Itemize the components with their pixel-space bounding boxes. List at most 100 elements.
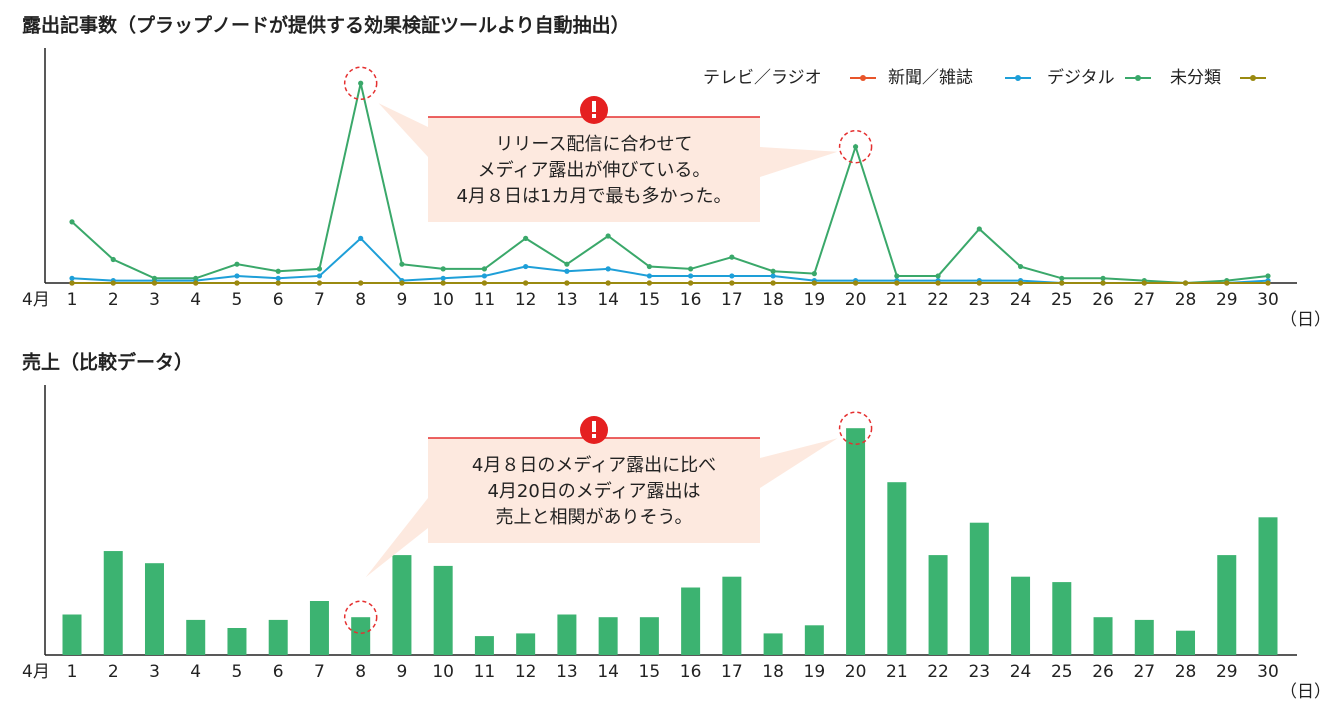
bar [1217,555,1237,655]
x-tick-label: 9 [397,290,408,310]
x-tick-label: 13 [556,290,578,310]
point [1017,263,1024,270]
bar [103,551,123,655]
callout-pointer [760,147,838,177]
x-tick-label: 18 [762,662,784,682]
callout-box [428,117,760,222]
point [729,273,735,279]
point [481,266,488,272]
x-tick-label: 17 [721,662,743,682]
x-tick-label: 7 [314,290,325,310]
bar [186,619,206,655]
x-tick-label: 24 [1010,290,1032,310]
point [688,266,694,272]
point [69,275,75,281]
bar [144,563,164,655]
point [1265,273,1271,279]
x-tick-label: 18 [762,290,784,310]
point [234,261,240,267]
point [316,266,323,272]
legend-label: 新聞／雑誌 [888,68,973,88]
x-tick-label: 17 [721,290,743,310]
alert-mark [592,421,596,432]
point [646,263,652,270]
point [935,273,941,279]
point [688,280,694,286]
bar [309,601,329,655]
bar [1093,617,1113,655]
point [151,280,158,286]
bar [557,614,577,655]
point [399,280,405,286]
point [440,266,446,272]
point [481,280,488,286]
point [770,280,776,286]
point [1265,280,1271,286]
point [1100,275,1106,281]
annotation: 売上と相関がありそう。 [496,507,693,528]
x-tick-label: 9 [397,662,408,682]
x-tick-label: 27 [1133,290,1155,310]
x-tick-label: 2 [108,662,119,682]
point [1059,275,1065,281]
x-tick-label: 26 [1092,662,1114,682]
x-tick-label: 10 [432,290,454,310]
annotation: リリース配信に合わせて [495,134,692,155]
bar [969,522,989,655]
annotation: 4月８日のメディア露出に比べ [472,455,716,476]
x-tick-label: 12 [515,662,537,682]
highlight [838,129,873,164]
point [440,280,446,286]
x-tick-label: 15 [639,290,661,310]
point [729,254,735,260]
point [894,280,900,286]
legend-label: デジタル [1047,67,1115,88]
x-tick-label: 21 [886,290,908,310]
x-tick-label: 8 [355,290,366,310]
x-tick-label: 28 [1175,290,1197,310]
x-tick-label: 20 [845,662,867,682]
x-tick-label: 14 [597,290,619,310]
x-tick-label: 26 [1092,290,1114,310]
point [523,235,529,241]
point [564,268,570,274]
x-tick-label: 15 [639,662,661,682]
bar [62,614,82,655]
bar [351,617,371,655]
legend-label: テレビ／ラジオ [703,68,822,88]
highlight [343,66,378,100]
x-tick-label: 22 [927,290,949,310]
x-tick-label: 20 [845,290,867,310]
point [935,280,941,286]
bar [763,633,783,655]
x-tick-label: 3 [149,662,160,682]
bar [1134,619,1154,655]
point [275,280,281,286]
point [523,263,529,270]
x-tick-label: 23 [968,290,990,310]
x-tick-label: 11 [474,290,496,310]
point [811,280,817,286]
x-tick-label: 28 [1175,662,1197,682]
bar [433,565,453,655]
point [358,80,364,86]
callout-pointer [365,498,428,578]
bar [392,555,412,655]
alert-mark [592,101,596,112]
x-tick-label: 16 [680,662,702,682]
point [275,275,281,281]
point [770,268,776,274]
point [234,280,240,286]
bar [1176,630,1196,655]
point [358,235,364,241]
highlight [838,411,873,445]
x-tick-label: 19 [804,662,826,682]
point [976,226,982,232]
x-tick-label: 27 [1133,662,1155,682]
x-tick-label: 3 [149,290,160,310]
point [481,273,488,279]
point [69,280,75,286]
point [811,271,817,277]
x-tick-label: 24 [1010,662,1032,682]
